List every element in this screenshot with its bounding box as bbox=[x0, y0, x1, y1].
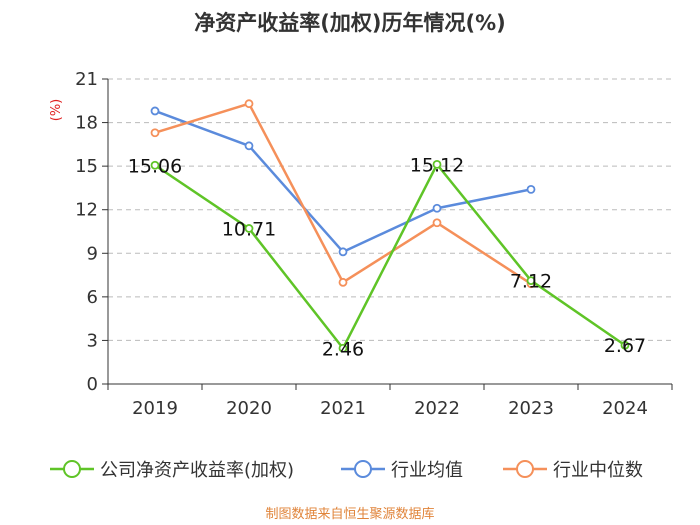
data-label: 15.12 bbox=[410, 154, 464, 176]
y-axis-unit: (%) bbox=[49, 99, 64, 122]
legend-marker bbox=[63, 460, 81, 478]
y-tick-label: 15 bbox=[75, 156, 98, 177]
x-tick-label: 2024 bbox=[602, 398, 648, 419]
series-point-0 bbox=[338, 343, 348, 353]
series-layer bbox=[150, 99, 630, 353]
y-tick-label: 18 bbox=[75, 113, 98, 134]
legend-label: 行业中位数 bbox=[553, 460, 643, 481]
legend-marker bbox=[354, 460, 372, 478]
series-line-0 bbox=[154, 163, 626, 350]
axes: 0 3 6 9 12 15 18 21 2019 2020 2021 2022 2023 2024 bbox=[75, 69, 673, 419]
y-tick-label: 3 bbox=[87, 330, 98, 351]
legend-marker bbox=[516, 460, 534, 478]
x-tick-label: 2020 bbox=[226, 398, 272, 419]
legend[interactable]: 公司净资产收益率(加权) 行业均值 行业中位数 bbox=[50, 460, 643, 481]
series-point-2 bbox=[432, 218, 442, 228]
legend-label: 公司净资产收益率(加权) bbox=[100, 460, 294, 481]
x-tick-label: 2022 bbox=[414, 398, 460, 419]
data-label: 2.46 bbox=[322, 338, 364, 360]
x-tick-label: 2021 bbox=[320, 398, 366, 419]
chart-title: 净资产收益率(加权)历年情况(%) bbox=[194, 11, 505, 35]
y-tick-label: 21 bbox=[75, 69, 98, 90]
data-label: 10.71 bbox=[222, 218, 276, 240]
series-point-1 bbox=[150, 106, 160, 116]
grid-lines bbox=[108, 78, 672, 341]
series-point-1 bbox=[432, 203, 442, 213]
legend-item-0[interactable]: 公司净资产收益率(加权) bbox=[50, 460, 294, 481]
data-label: 15.06 bbox=[128, 155, 182, 177]
series-point-0 bbox=[150, 160, 160, 170]
y-tick-label: 6 bbox=[87, 287, 98, 308]
y-tick-label: 0 bbox=[87, 374, 98, 395]
source-note: 制图数据来自恒生聚源数据库 bbox=[265, 506, 434, 522]
series-point-2 bbox=[338, 277, 348, 287]
legend-item-2[interactable]: 行业中位数 bbox=[503, 460, 643, 481]
legend-item-1[interactable]: 行业均值 bbox=[341, 460, 463, 481]
legend-label: 行业均值 bbox=[391, 460, 463, 481]
series-point-1 bbox=[338, 247, 348, 257]
series-point-1 bbox=[244, 141, 254, 151]
series-point-2 bbox=[150, 128, 160, 138]
data-label: 7.12 bbox=[510, 271, 552, 293]
data-labels: 15.06 10.71 2.46 15.12 7.12 2.67 bbox=[128, 154, 646, 360]
x-tick-label: 2019 bbox=[132, 398, 178, 419]
series-point-0 bbox=[526, 276, 536, 285]
series-point-0 bbox=[620, 340, 630, 350]
series-point-0 bbox=[244, 224, 254, 233]
series-point-0 bbox=[432, 159, 442, 169]
data-label: 2.67 bbox=[604, 335, 646, 357]
x-tick-label: 2023 bbox=[508, 398, 554, 419]
series-point-2 bbox=[244, 99, 254, 109]
y-tick-label: 12 bbox=[75, 200, 98, 221]
y-tick-label: 9 bbox=[87, 243, 98, 264]
series-point-1 bbox=[526, 184, 536, 194]
series-line-1 bbox=[154, 109, 532, 254]
